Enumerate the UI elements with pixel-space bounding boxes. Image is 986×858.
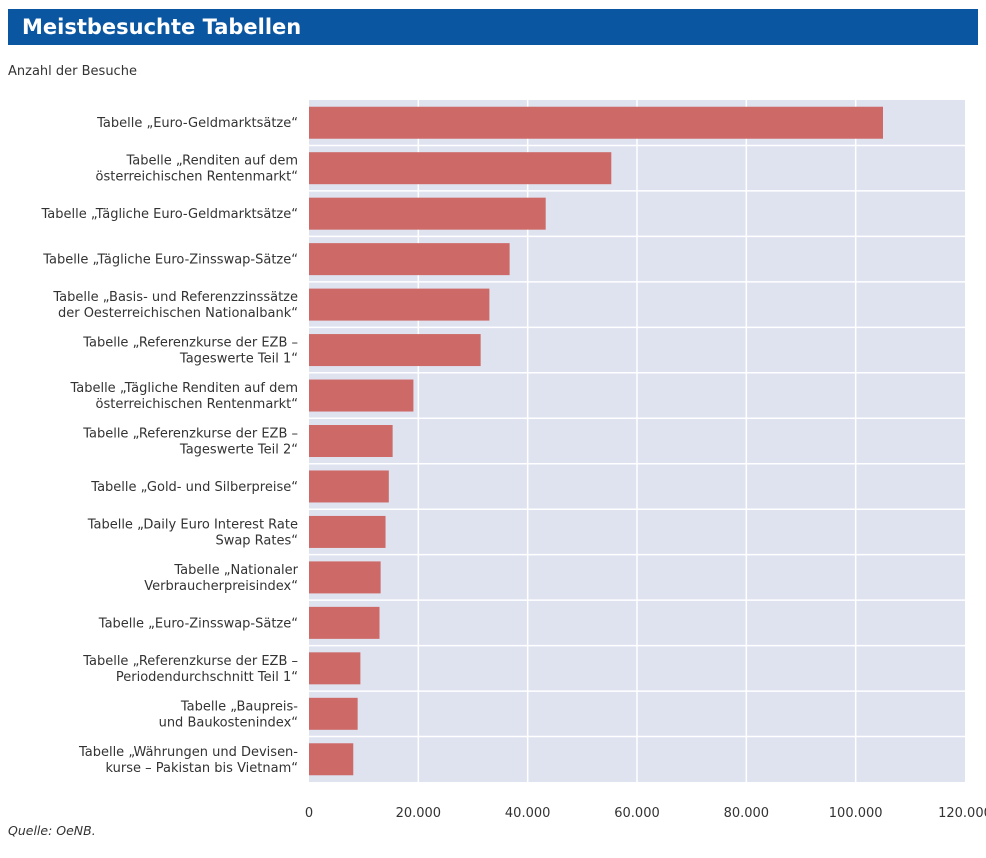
category-label: Tabelle „Referenzkurse der EZB – Tageswer… [82, 427, 298, 458]
x-tick-label: 80.000 [724, 806, 770, 821]
bar [309, 152, 612, 185]
x-tick-label: 20.000 [396, 806, 442, 821]
x-tick-label: 120.000 [938, 806, 986, 821]
category-label: Tabelle „Referenzkurse der EZB – Perioden… [82, 654, 298, 685]
bar [309, 606, 380, 639]
bar [309, 652, 361, 685]
bar [309, 106, 883, 139]
bar [309, 197, 546, 230]
bar [309, 470, 389, 503]
bar [309, 425, 393, 457]
category-label: Tabelle „Tägliche Euro-Zinsswap-Sätze“ [42, 253, 298, 268]
bar [309, 243, 510, 276]
chart-title: Meistbesuchte Tabellen [22, 15, 302, 39]
category-label: Tabelle „Daily Euro Interest Rate Swap Ra… [87, 517, 298, 548]
category-label: Tabelle „Euro-Geldmarktsätze“ [96, 116, 298, 131]
category-label: Tabelle „Renditen auf dem österreichische… [96, 154, 299, 185]
bar [309, 334, 481, 367]
bar [309, 561, 381, 594]
bar [309, 379, 414, 412]
x-tick-label: 40.000 [505, 806, 551, 821]
x-tick-label: 100.000 [829, 806, 883, 821]
x-tick-label: 60.000 [614, 806, 660, 821]
category-label: Tabelle „Baupreis-und Baukostenindex“ [159, 699, 299, 730]
bar [309, 743, 354, 776]
category-label: Tabelle „Referenzkurse der EZB – Tageswer… [82, 336, 298, 367]
bar [309, 515, 386, 548]
bar [309, 288, 490, 321]
category-label: Tabelle „Nationaler Verbraucherpreisindex… [144, 563, 298, 594]
bar [309, 697, 358, 730]
category-label: Tabelle „Tägliche Euro-Geldmarktsätze“ [41, 207, 299, 222]
category-label: Tabelle „Tägliche Renditen auf dem österr… [69, 381, 298, 412]
category-label: Tabelle „Gold- und Silberpreise“ [90, 480, 298, 495]
chart-subtitle: Anzahl der Besuche [8, 64, 137, 79]
category-label: Tabelle „Basis- und Referenzzinssätze der… [52, 290, 298, 321]
source-note: Quelle: OeNB. [8, 823, 96, 838]
x-tick-label: 0 [305, 806, 313, 821]
category-label: Tabelle „Euro-Zinsswap-Sätze“ [98, 616, 298, 631]
category-label: Tabelle „Währungen und Devisen-kurse – P… [78, 745, 298, 776]
title-bar: Meistbesuchte Tabellen [8, 9, 978, 45]
